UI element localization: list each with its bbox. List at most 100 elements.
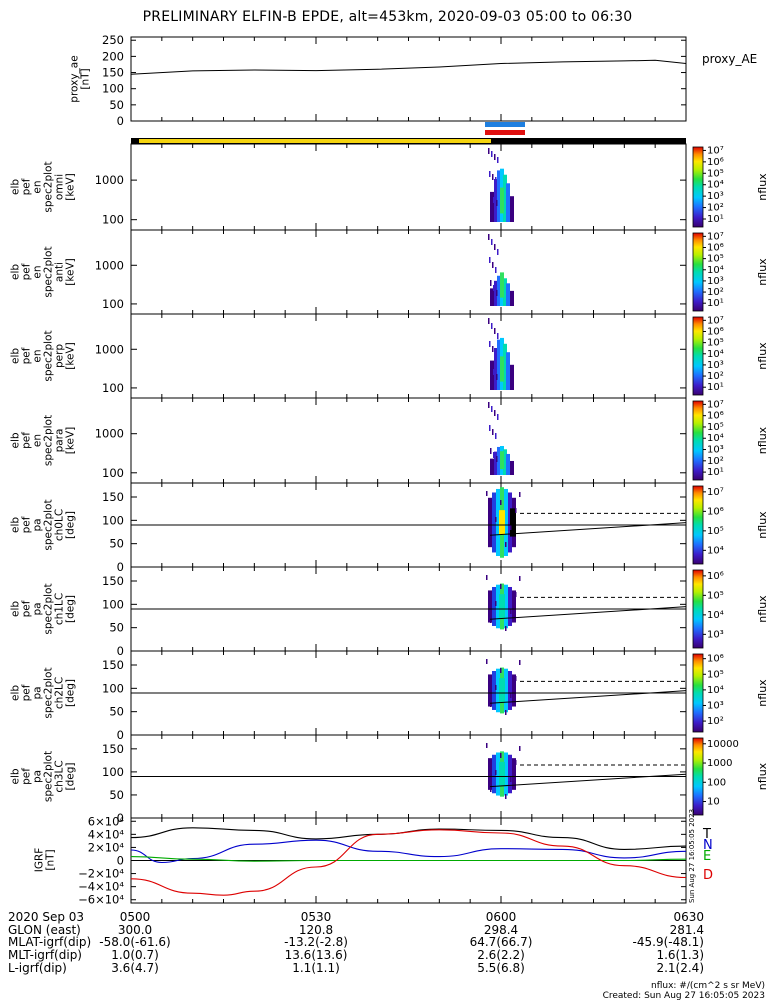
y-tick-label: 0 (117, 811, 124, 825)
y-tick-label: 100 (102, 466, 124, 480)
y-tick-label: 1000 (95, 173, 124, 187)
y-axis-title-line: [deg] (65, 595, 77, 623)
colorbar (692, 485, 704, 565)
y-tick-label: 100 (102, 213, 124, 227)
spectrogram-ylabel: elb pef pa spec2plot ch0LC [deg] (10, 499, 77, 550)
colorbar-tick-label: 10³ (707, 700, 724, 711)
y-axis-title-line: elb (10, 517, 22, 533)
colorbar-tick-label: 10⁶ (707, 157, 724, 168)
colorbar (692, 400, 704, 481)
y-axis-title-line: spec2plot (43, 751, 55, 802)
igrf-side-note: Sun Aug 27 16:05:05 2023 (688, 809, 696, 903)
y-tick-label: 200 (102, 49, 124, 63)
colorbar-tick-label: 10¹ (707, 467, 724, 478)
y-tick-label: 250 (102, 33, 124, 47)
colorbar-tick-label: 10³ (707, 445, 724, 456)
y-axis-title-line: omni (54, 174, 66, 200)
y-tick-label: 0 (117, 728, 124, 742)
spectrogram-ylabel: elb pef en spec2plot omni [keV] (10, 161, 77, 212)
y-axis-title-line: elb (10, 768, 22, 784)
y-axis-title-line: pef (21, 768, 33, 785)
x-row-value: 300.0 (118, 923, 152, 937)
y-axis-title-line: en (32, 434, 44, 447)
y-tick-label: 1000 (95, 427, 124, 441)
spectrogram-pixels (486, 659, 521, 715)
y-tick-label: 150 (102, 658, 124, 672)
y-tick-label: 0 (117, 854, 124, 868)
colorbar-tick-label: 10⁵ (707, 526, 724, 537)
spectrogram-ylabel: elb pef pa spec2plot ch3LC [deg] (10, 751, 77, 802)
y-axis-title-line: ch0LC (54, 509, 66, 541)
y-tick-label: 100 (102, 681, 124, 695)
colorbar-label-text: nflux (756, 511, 769, 539)
colorbar-tick-label: 10¹ (707, 298, 724, 309)
science-zone-bar-red (485, 130, 525, 135)
status-bar-yellow (139, 139, 491, 143)
science-zone-bar-blue (485, 122, 525, 127)
colorbar-tick-label: 10³ (707, 629, 724, 640)
y-axis-title-line: [keV] (65, 342, 77, 370)
colorbar-label-text: nflux (756, 426, 769, 454)
y-axis-title-line: [keV] (65, 258, 77, 286)
panel-frame (130, 143, 687, 231)
igrf-series-E (131, 856, 686, 862)
proxy-ae-ylabel: proxy_ae [nT] (69, 55, 92, 102)
colorbar-tick-label: 10000 (707, 739, 739, 750)
colorbar-label: nflux (756, 679, 769, 707)
y-tick-label: 150 (102, 574, 124, 588)
y-tick-label: 6×10⁴ (88, 814, 125, 828)
colorbar-tick-label: 100 (707, 777, 726, 788)
y-axis-title-line: [nT] (45, 849, 57, 870)
colorbar-tick-label: 10⁵ (707, 669, 724, 680)
y-tick-label: 50 (109, 621, 124, 635)
y-axis-title-line: proxy_ae (69, 55, 81, 102)
spectrogram-ylabel: elb pef pa spec2plot ch1LC [deg] (10, 583, 77, 634)
colorbar-tick-label: 10² (707, 203, 724, 214)
y-tick-label: 100 (102, 381, 124, 395)
x-row-label: 2020 Sep 03 (8, 910, 84, 924)
panel-frame (130, 36, 687, 122)
y-axis-title-line: elb (10, 179, 22, 195)
y-axis-title-line: pa (32, 686, 44, 699)
y-axis-title-line: en (32, 180, 44, 193)
colorbar-tick-label: 10⁷ (707, 145, 724, 156)
colorbar-label-text: nflux (756, 762, 769, 790)
x-row-value: -45.9(-48.1) (633, 935, 704, 949)
y-tick-label: 150 (102, 742, 124, 756)
colorbar-tick-label: 10⁴ (707, 349, 724, 360)
y-axis-title-line: en (32, 265, 44, 278)
y-tick-label: −2×10⁴ (78, 867, 124, 881)
spectrogram-pixels (488, 148, 514, 222)
panel-frame (130, 229, 687, 315)
y-axis-title-line: ch1LC (54, 593, 66, 625)
colorbar-tick-label: 10³ (707, 191, 724, 202)
y-tick-label: 100 (102, 765, 124, 779)
colorbar-tick-label: 10⁶ (707, 326, 724, 337)
x-row-value: 5.5(6.8) (477, 961, 525, 975)
spectrogram-ylabel: elb pef en spec2plot para [keV] (10, 415, 77, 466)
spectrogram-ylabel: elb pef pa spec2plot ch2LC [deg] (10, 667, 77, 718)
colorbar-label-text: nflux (756, 342, 769, 370)
y-axis-title-line: [keV] (65, 427, 77, 455)
colorbar-tick-label: 10² (707, 716, 724, 727)
colorbar-tick-label: 10 (707, 797, 720, 808)
colorbar-tick-label: 10² (707, 456, 724, 467)
colorbar-tick-label: 10² (707, 371, 724, 382)
x-row-label: MLAT-igrf(dip) (8, 935, 91, 949)
colorbar-tick-label: 10² (707, 287, 724, 298)
colorbar-tick-label: 10⁶ (707, 411, 724, 422)
x-row-value: 0500 (120, 910, 151, 924)
y-tick-label: 4×10⁴ (88, 827, 125, 841)
y-axis-title-line: spec2plot (43, 583, 55, 634)
colorbar-tick-label: 10¹ (707, 382, 724, 393)
spectrogram-ylabel: elb pef en spec2plot perp [keV] (10, 330, 77, 381)
y-axis-title-line: pa (32, 518, 44, 531)
x-row-label: L-igrf(dip) (8, 961, 67, 975)
y-tick-label: −6×10⁴ (78, 893, 124, 907)
y-axis-title-line: para (54, 429, 66, 453)
colorbar (692, 232, 704, 312)
x-row-value: 0630 (673, 910, 704, 924)
y-axis-title-line: elb (10, 432, 22, 448)
y-axis-title-line: IGRF (34, 848, 46, 873)
y-axis-title-line: [deg] (65, 679, 77, 707)
